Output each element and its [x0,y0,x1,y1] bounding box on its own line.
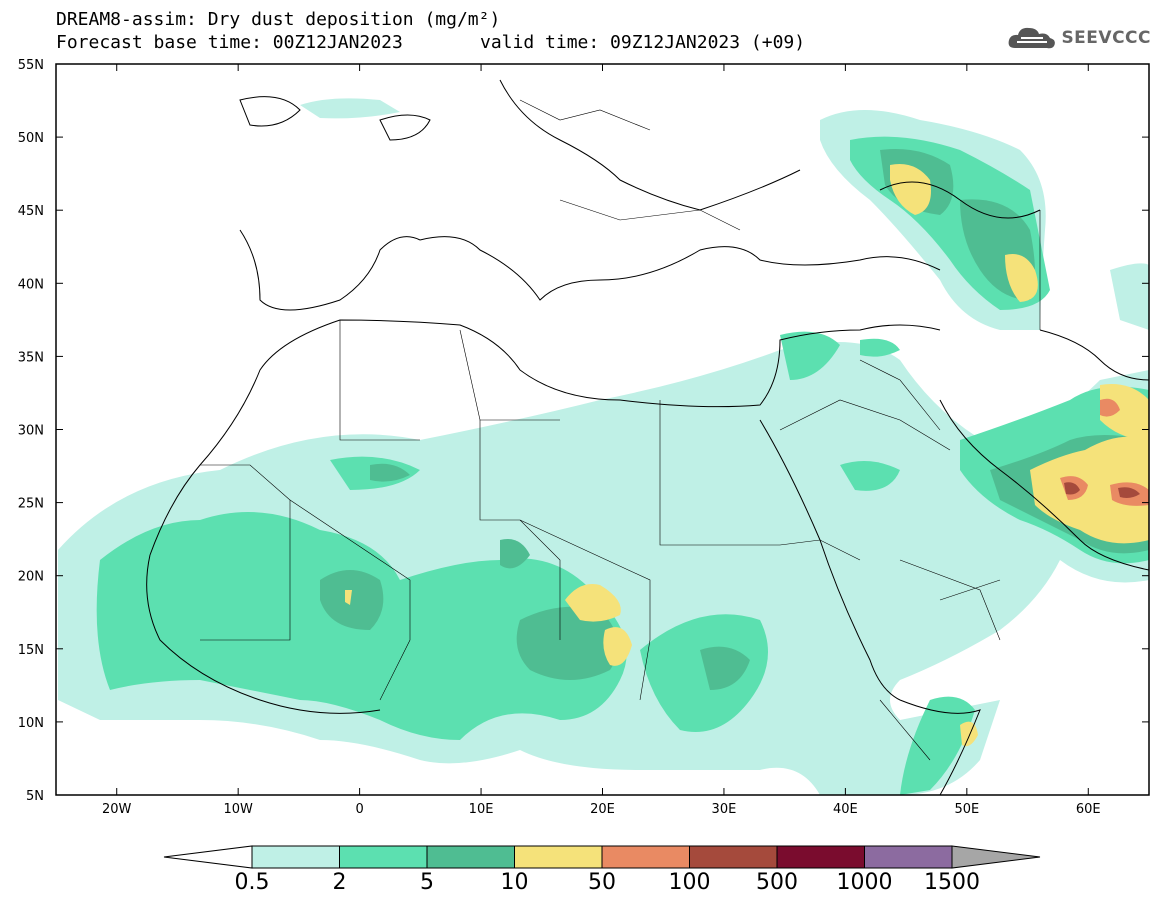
lon-tick-label: 0 [355,802,363,817]
lon-tick-label: 60E [1076,802,1101,817]
longitude-axis: 20W 10W 0 10E 20E 30E 40E 50E 60E [102,64,1101,817]
colorbar-swatch [776,845,865,869]
colorbar-swatch [689,845,778,869]
dust-level-10 [345,164,1149,747]
colorbar-swatch [426,845,515,869]
colorbar-swatch [864,845,953,869]
lat-tick-label: 35N [18,350,44,365]
lon-tick-label: 10E [469,802,494,817]
lat-tick-label: 45N [18,204,44,219]
colorbar-label: 0.5 [234,870,270,895]
dust-level-100 [1064,482,1140,498]
colorbar-label: 500 [756,870,798,895]
lat-tick-label: 25N [18,497,44,512]
colorbar-label: 1000 [836,870,893,895]
lat-tick-label: 30N [18,424,44,439]
lat-tick-label: 10N [18,716,44,731]
lat-tick-label: 55N [18,58,44,73]
colorbar-swatch [339,845,428,869]
lon-tick-label: 20E [590,802,615,817]
colorbar-swatch [514,845,603,869]
lat-tick-label: 15N [18,643,44,658]
lon-tick-label: 30E [712,802,737,817]
colorbar-label: 10 [500,870,529,895]
lon-tick-label: 10W [223,802,253,817]
colorbar-under-triangle [163,845,253,869]
seevccc-logo: SEEVCCC [1007,24,1151,52]
colorbar-label: 5 [420,870,434,895]
colorbar-swatch [251,845,340,869]
lon-tick-label: 40E [833,802,858,817]
map-layers [58,79,1149,795]
colorbar-label: 2 [332,870,347,895]
lat-tick-label: 40N [18,277,44,292]
lat-tick-label: 20N [18,570,44,585]
lon-tick-label: 50E [954,802,979,817]
coastlines [146,79,1149,795]
colorbar-label: 100 [668,870,711,895]
cloud-logo-icon [1009,27,1056,49]
lon-tick-label: 20W [102,802,132,817]
colorbar-over-triangle [951,845,1041,869]
lat-tick-label: 5N [26,789,44,804]
logo-text: SEEVCCC [1061,28,1151,48]
colorbar-label: 50 [588,870,616,895]
country-borders [200,99,1041,761]
colorbar-label: 1500 [924,870,980,895]
valid-time: valid time: 09Z12JAN2023 (+09) [480,32,806,53]
forecast-base-time: Forecast base time: 00Z12JAN2023 [56,32,403,53]
map-title: DREAM8-assim: Dry dust deposition (mg/m²… [56,9,501,30]
latitude-axis: 55N 50N 45N 40N 35N 30N 25N 20N 15N 10N 5N [18,58,1149,804]
colorbar [163,845,1041,869]
colorbar-swatch [601,845,690,869]
lat-tick-label: 50N [18,131,44,146]
